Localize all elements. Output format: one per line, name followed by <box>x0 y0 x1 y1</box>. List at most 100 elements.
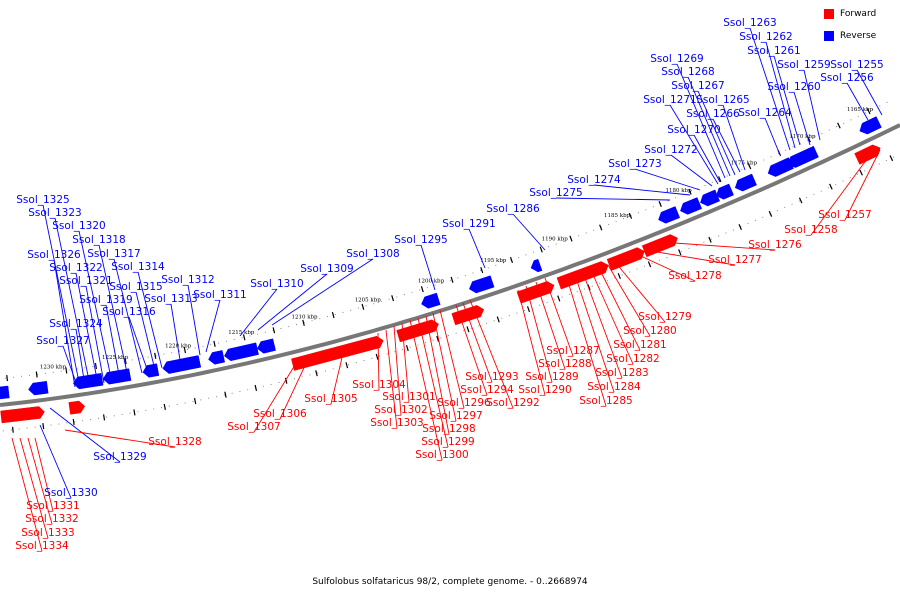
ruler-tick <box>391 295 395 302</box>
forward-gene-label: Ssol_1299 <box>421 436 474 448</box>
leader-line <box>420 244 436 291</box>
leader-line <box>573 271 615 393</box>
ruler-tick <box>569 235 573 242</box>
ruler-tick <box>658 200 662 208</box>
scale-tick-label: 1185 kbp <box>604 213 631 219</box>
reverse-gene-label: Ssol_1320 <box>52 220 105 232</box>
leader-line <box>468 228 486 269</box>
reverse-gene-arrow <box>767 157 794 177</box>
reverse-gene-label: Ssol_1321 <box>59 275 112 287</box>
ruler-tick <box>496 316 500 323</box>
leader-line <box>846 82 869 121</box>
leader-line <box>773 55 801 146</box>
forward-gene-label: Ssol_1333 <box>21 527 74 539</box>
forward-gene-label: Ssol_1294 <box>460 384 514 396</box>
ruler-tick <box>436 335 440 342</box>
reverse-gene-label: Ssol_1315 <box>109 281 162 293</box>
ruler-tick <box>272 327 276 334</box>
reverse-gene-arrow <box>530 258 543 273</box>
reverse-gene-arrow <box>28 381 49 396</box>
forward-gene-arrow <box>854 144 881 165</box>
forward-gene-label: Ssol_1284 <box>587 381 641 393</box>
ruler-tick <box>599 224 603 231</box>
forward-gene-label: Ssol_1258 <box>784 224 837 236</box>
reverse-gene-label: Ssol_1286 <box>486 203 540 215</box>
ruler-tick <box>65 367 68 374</box>
forward-gene-label: Ssol_1300 <box>415 449 468 461</box>
legend-reverse: Reverse <box>824 29 884 43</box>
ruler-tick <box>718 176 722 183</box>
leader-line <box>78 230 113 383</box>
ruler-tick <box>420 286 424 293</box>
reverse-gene-arrow <box>680 197 703 215</box>
leader-line <box>749 27 791 151</box>
ruler-tick <box>183 346 187 354</box>
forward-gene-label: Ssol_1303 <box>370 417 423 429</box>
ruler-tick <box>837 122 841 129</box>
scale-tick-label: 1200 kbp <box>418 278 445 284</box>
leader-line <box>64 429 176 448</box>
leader-line <box>377 332 380 391</box>
ruler-tick <box>859 169 863 176</box>
leader-line <box>425 315 450 435</box>
leader-line <box>279 354 311 420</box>
leader-line <box>535 281 566 370</box>
forward-gene-label: Ssol_1331 <box>26 500 79 512</box>
ruler-tick <box>829 183 833 190</box>
ruler-tick <box>587 284 591 291</box>
reverse-gene-label: Ssol_1324 <box>49 318 103 330</box>
leader-line <box>53 259 76 388</box>
leader-line <box>330 344 346 405</box>
leader-line <box>856 69 883 116</box>
reverse-gene-label: Ssol_1322 <box>49 262 102 274</box>
ruler-tick <box>193 397 197 405</box>
forward-gene-label: Ssol_1279 <box>638 311 691 323</box>
axis-layer: 1165 kbp 1170 kbp 1175 kbp 1180 kbp 1185 kbp… <box>0 101 900 433</box>
leader-line <box>39 424 72 499</box>
ruler-tick <box>747 163 752 170</box>
reverse-gene-label: Ssol_1291 <box>442 218 495 230</box>
reverse-gene-label: Ssol_1318 <box>72 234 125 246</box>
leader-line <box>417 317 449 448</box>
forward-gene-label: Ssol_1289 <box>525 371 578 383</box>
scale-tick-label: 1165 kbp <box>847 107 874 113</box>
reverse-gene-label: Ssol_1312 <box>161 274 214 286</box>
leader-line <box>85 285 105 384</box>
forward-gene-label: Ssol_1276 <box>748 239 802 251</box>
ruler-tick <box>798 197 803 204</box>
leader-line <box>634 168 701 191</box>
forward-gene-label: Ssol_1290 <box>518 384 571 396</box>
reverse-gene-label: Ssol_1319 <box>79 294 132 306</box>
reverse-gene-arrow <box>208 350 225 365</box>
ruler-tick <box>154 352 157 359</box>
legend: Forward Reverse <box>824 7 884 51</box>
forward-gene-label: Ssol_1302 <box>374 404 427 416</box>
ruler-tick <box>361 303 365 310</box>
forward-gene-label: Ssol_1298 <box>422 423 475 435</box>
leader-line <box>644 249 736 266</box>
ruler-tick <box>42 423 45 430</box>
ruler-tick <box>688 188 692 195</box>
reverse-gene-arrow <box>224 342 259 362</box>
leader-line <box>555 197 671 201</box>
leader-line <box>697 90 736 176</box>
forward-gene-label: Ssol_1301 <box>382 391 435 403</box>
ruler-tick <box>539 246 543 253</box>
ruler-tick <box>213 340 216 347</box>
leader-line <box>253 359 299 433</box>
reverse-gene-arrow <box>256 338 276 354</box>
reverse-gene-label: Ssol_1265 <box>696 94 749 106</box>
reverse-gene-label: Ssol_1317 <box>87 248 140 260</box>
leader-line <box>844 149 881 221</box>
reverse-gene-arrow <box>0 385 10 400</box>
leader-line <box>54 217 91 386</box>
reverse-gene-label: Ssol_1295 <box>394 234 447 246</box>
leader-line <box>462 302 493 383</box>
leader-line <box>432 312 457 422</box>
leader-line <box>810 154 871 236</box>
reverse-gene-label: Ssol_1261 <box>747 45 800 57</box>
ruler-tick <box>6 375 9 382</box>
ruler-tick <box>315 370 318 377</box>
forward-gene-arrow <box>68 400 86 415</box>
